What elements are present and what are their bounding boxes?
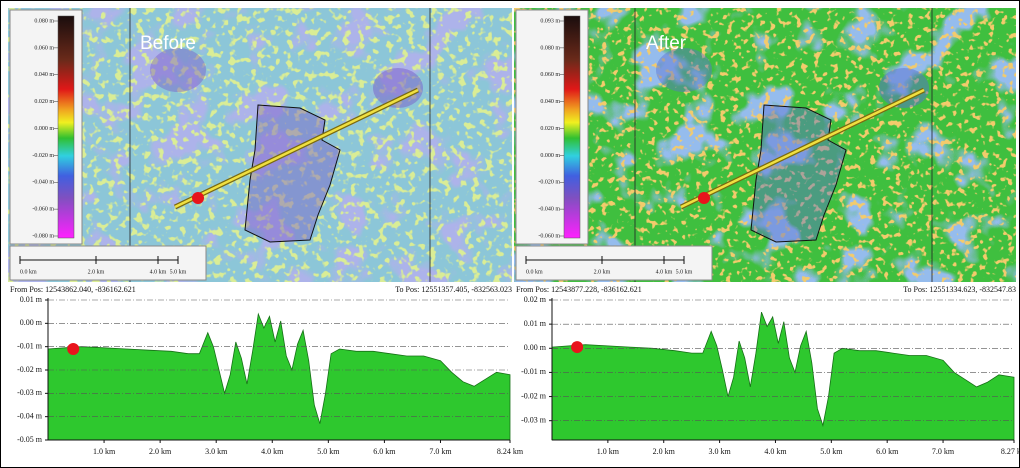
- scale-label: 2.0 km: [594, 269, 611, 275]
- x-tick-label: 8.24 km: [497, 447, 524, 456]
- scale-label: 0.0 km: [20, 269, 37, 275]
- map-panel: Before 0.080 m 0.060 m 0.040 m 0.020 m 0.000 …: [8, 8, 512, 282]
- scale-label: 0.0 km: [526, 269, 543, 275]
- colorbar-label: 0.060 m: [34, 45, 54, 51]
- colorbar-label: -0.020 m: [32, 153, 54, 159]
- colorbar-label: 0.080 m: [34, 18, 54, 24]
- scale-box: [515, 245, 713, 281]
- colorbar: [563, 15, 581, 239]
- scale-label: 2.0 km: [88, 269, 105, 275]
- scale-label: 5.0 km: [676, 269, 693, 275]
- to-position: To Pos: 12551334.623, -832547.83: [903, 285, 1016, 294]
- scale-box: [9, 245, 207, 281]
- map-feature: [373, 68, 423, 108]
- position-marker: [192, 192, 204, 204]
- y-tick-label: -0.02 m: [521, 391, 547, 400]
- to-position: To Pos: 12551357.405, -832563.023: [395, 285, 512, 294]
- x-tick-label: 7.0 km: [429, 447, 452, 456]
- y-tick-label: 0.01 m: [524, 319, 547, 328]
- colorbar-label: 0.080 m: [540, 45, 560, 51]
- x-tick-label: 2.0 km: [653, 447, 676, 456]
- x-tick-label: 1.0 km: [93, 447, 116, 456]
- x-tick-label: 6.0 km: [876, 447, 899, 456]
- scale-label: 5.0 km: [170, 269, 187, 275]
- y-tick-label: -0.02 m: [17, 365, 43, 374]
- y-tick-label: 0.00 m: [20, 318, 43, 327]
- map-feature: [656, 48, 712, 92]
- x-tick-label: 2.0 km: [149, 447, 172, 456]
- x-tick-label: 3.0 km: [205, 447, 228, 456]
- y-tick-label: -0.01 m: [17, 341, 43, 350]
- y-tick-label: -0.05 m: [17, 435, 43, 444]
- colorbar-label: 0.040 m: [34, 72, 54, 78]
- panel-label: After: [646, 33, 687, 54]
- map-feature: [150, 48, 206, 92]
- colorbar-label: -0.080 m: [32, 233, 54, 239]
- y-tick-label: -0.03 m: [17, 388, 43, 397]
- x-tick-label: 3.0 km: [708, 447, 731, 456]
- colorbar-label: 0.000 m: [540, 153, 560, 159]
- from-position: From Pos: 12543862.040, -836162.621: [10, 285, 136, 294]
- map-panel: After 0.093 m 0.080 m 0.060 m 0.040 m 0.020 m…: [514, 8, 1016, 282]
- scale-label: 4.0 km: [150, 269, 167, 275]
- x-tick-label: 6.0 km: [373, 447, 396, 456]
- map-speckle: [8, 8, 512, 282]
- profile-area: [551, 311, 1015, 441]
- colorbar-label: -0.040 m: [32, 180, 54, 186]
- y-tick-label: 0.01 m: [20, 295, 43, 304]
- colorbar-label: 0.093 m: [540, 18, 560, 24]
- colorbar-label: 0.060 m: [540, 72, 560, 78]
- colorbar: [57, 15, 75, 239]
- position-marker: [698, 192, 710, 204]
- y-tick-label: -0.01 m: [521, 367, 547, 376]
- profile-line: [174, 88, 419, 209]
- position-marker: [67, 343, 80, 355]
- colorbar-label: -0.060 m: [538, 233, 560, 239]
- profile-area: [47, 312, 511, 441]
- colorbar-label: -0.040 m: [538, 207, 560, 213]
- x-tick-label: 5.0 km: [820, 447, 843, 456]
- y-tick-label: 0.00 m: [524, 343, 547, 352]
- scale-label: 4.0 km: [656, 269, 673, 275]
- x-tick-label: 8.27 km: [1001, 447, 1020, 456]
- position-marker: [571, 341, 584, 354]
- from-position: From Pos: 12543877.228, -836162.621: [516, 285, 642, 294]
- y-tick-label: 0.02 m: [524, 295, 547, 304]
- map-feature: [879, 68, 929, 108]
- x-tick-label: 1.0 km: [597, 447, 620, 456]
- colorbar-label: 0.000 m: [34, 126, 54, 132]
- y-tick-label: -0.04 m: [17, 411, 43, 420]
- colorbar-label: -0.020 m: [538, 180, 560, 186]
- colorbar-label: 0.020 m: [540, 126, 560, 132]
- colorbar-label: 0.020 m: [34, 99, 54, 105]
- x-tick-label: 4.0 km: [261, 447, 284, 456]
- x-tick-label: 7.0 km: [932, 447, 955, 456]
- colorbar-label: -0.060 m: [32, 207, 54, 213]
- x-tick-label: 4.0 km: [764, 447, 787, 456]
- y-tick-label: -0.03 m: [521, 416, 547, 425]
- profile-line: [680, 88, 925, 209]
- x-tick-label: 5.0 km: [317, 447, 340, 456]
- panel-label: Before: [140, 33, 196, 54]
- colorbar-label: 0.040 m: [540, 99, 560, 105]
